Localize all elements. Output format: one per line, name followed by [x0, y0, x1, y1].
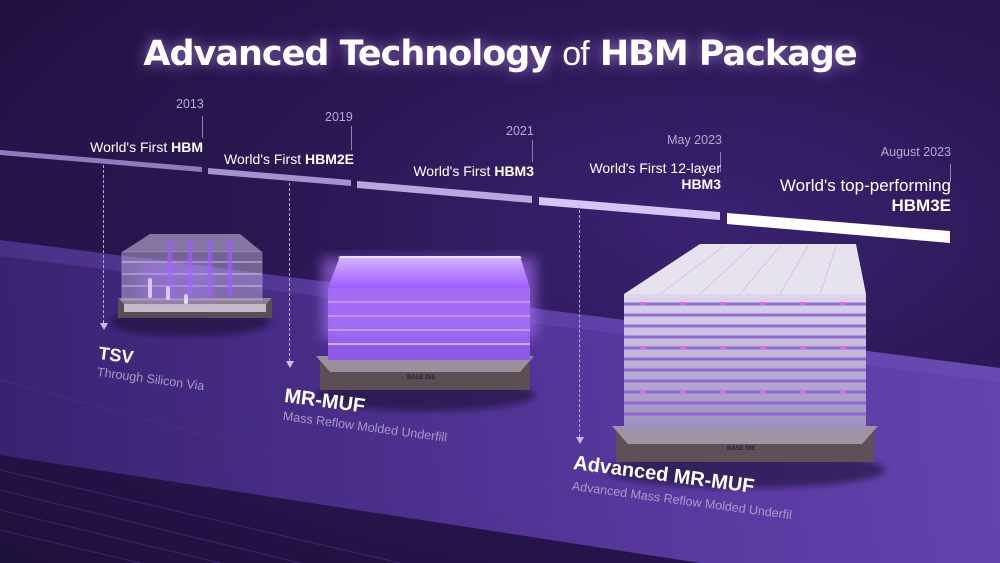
advanced-mr-muf-stack-illustration [605, 244, 885, 488]
title-part-3: HBM Package [599, 34, 858, 74]
milestone-may-2023: World's First 12-layer HBM3 [589, 160, 721, 192]
milestone-tick-may-2023 [720, 152, 721, 172]
milestone-text: World's top-performing [779, 176, 951, 195]
milestone-product: HBM [171, 139, 203, 155]
mr-muf-arrow-icon [286, 361, 294, 368]
milestone-year-aug-2023: August 2023 [880, 145, 951, 159]
base-die-label-tsv: BASE DIE [170, 323, 194, 329]
milestone-year-may-2023: May 2023 [667, 133, 722, 147]
milestone-product: HBM3 [494, 163, 534, 179]
advanced-mr-muf-leader-line [579, 205, 580, 437]
milestone-product: HBM3 [681, 176, 721, 192]
advanced-mr-muf-arrow-icon [576, 437, 584, 444]
page-title: Advanced Technology of HBM Package [0, 34, 1000, 74]
tsv-stack-illustration [110, 234, 272, 336]
milestone-tick-2013 [202, 116, 203, 138]
milestone-2013: World's First HBM [90, 139, 203, 155]
base-die-label-advanced: BASE DIE [727, 446, 756, 452]
mr-muf-stack-illustration [315, 256, 536, 411]
milestone-product: HBM2E [304, 151, 354, 167]
milestone-year-2019: 2019 [325, 110, 353, 124]
milestone-tick-aug-2023 [950, 164, 951, 182]
tsv-arrow-icon [100, 323, 108, 330]
milestone-text: World's First [90, 139, 168, 155]
milestone-product: HBM3E [891, 196, 951, 215]
milestone-2021: World's First HBM3 [413, 163, 534, 179]
mr-muf-leader-line [289, 183, 290, 361]
tech-tsv-name: TSV [97, 343, 135, 368]
milestone-text: World's First [413, 163, 491, 179]
milestone-year-2013: 2013 [176, 97, 204, 111]
milestone-2019: World's First HBM2E [224, 151, 354, 167]
milestone-text: World's First [224, 151, 302, 167]
title-part-2: of [562, 35, 589, 73]
title-part-1: Advanced Technology [143, 34, 552, 74]
milestone-aug-2023: World's top-performing HBM3E [780, 176, 951, 216]
milestone-tick-2021 [532, 140, 533, 162]
timeline-bar [0, 150, 950, 243]
milestone-tick-2019 [351, 126, 352, 150]
base-die-label-mr-muf: BASE DIE [407, 375, 436, 381]
milestone-text: World's First 12-layer [589, 160, 721, 176]
milestone-year-2021: 2021 [506, 124, 534, 138]
tsv-leader-line [103, 165, 104, 323]
